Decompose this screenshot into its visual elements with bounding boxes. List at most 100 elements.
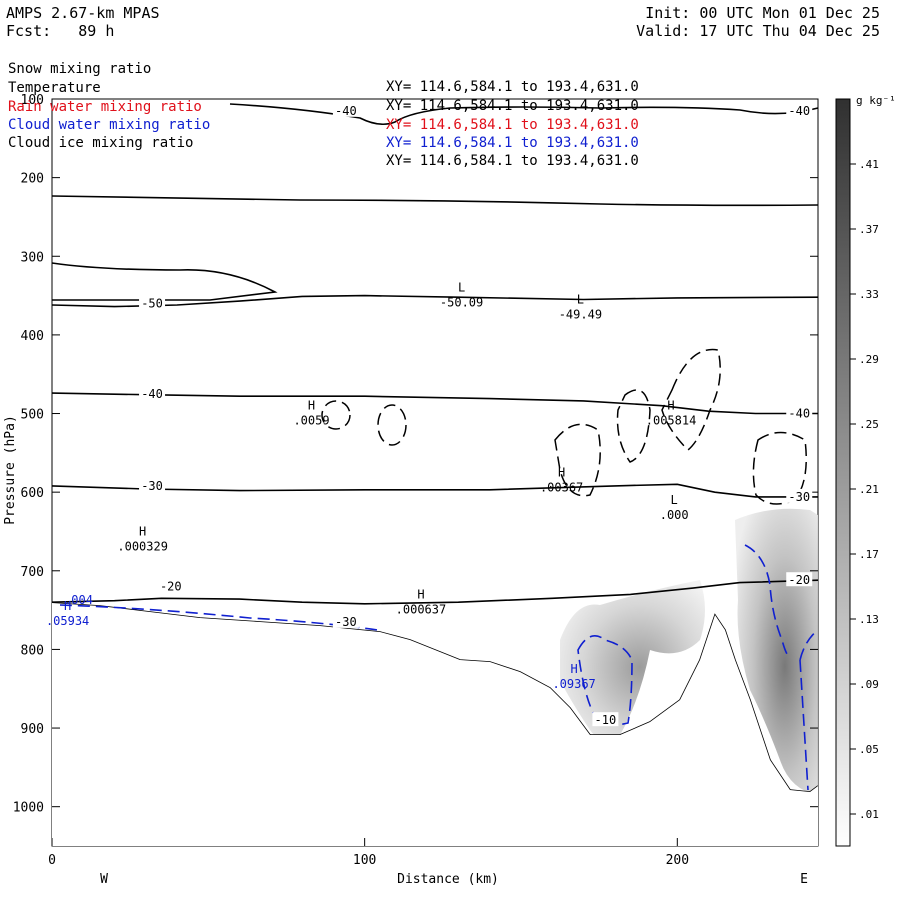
legend-cloud-water-name: Cloud water mixing ratio xyxy=(8,117,211,133)
isotherm-top-40 xyxy=(229,103,819,126)
contour-label-bg xyxy=(592,712,619,727)
isotherm-minus20 xyxy=(51,579,819,605)
contour-label: -40 xyxy=(141,387,163,401)
axis-ticks: 100 200 300 400 500 600 700 800 900 1000 0 100 200 xyxy=(13,93,818,868)
extremum-value: -50.09 xyxy=(440,296,483,310)
isotherm-upper-50 xyxy=(51,262,278,301)
extremum-type: L xyxy=(671,493,678,507)
contour-label-bg xyxy=(157,578,184,593)
colorbar-tick-label: .09 xyxy=(859,678,879,691)
y-tick-label: 100 xyxy=(21,93,44,108)
extremum-type: H xyxy=(667,399,674,413)
contour-label: -30 xyxy=(788,490,810,504)
legend-row-rain: Rain water mixing ratio XY= 114.6,584.1 … xyxy=(8,80,698,134)
extremum-type: H xyxy=(558,465,565,479)
contour-label: -30 xyxy=(335,615,357,629)
extremum-value: .000637 xyxy=(396,602,447,616)
colorbar-tick-label: .33 xyxy=(859,288,879,301)
isotherm-upper-60 xyxy=(51,195,819,207)
colorbar-tick-label: .13 xyxy=(859,613,879,626)
contour-label: -40 xyxy=(788,407,810,421)
contour-label: -20 xyxy=(788,573,810,587)
extremum-value: .0059 xyxy=(293,414,329,428)
contour-label-bg xyxy=(332,102,359,117)
contour-label-bg xyxy=(332,613,359,628)
y-tick-label: 500 xyxy=(21,408,44,423)
legend-row-snow: Snow mixing ratio XY= 114.6,584.1 to 193… xyxy=(8,42,698,96)
legend-cloud-ice-name: Cloud ice mixing ratio xyxy=(8,135,194,151)
y-tick-label: 200 xyxy=(21,172,44,187)
colorbar-tick-label: .01 xyxy=(859,808,879,821)
legend-rain-xy: XY= 114.6,584.1 to 193.4,631.0 xyxy=(386,117,639,133)
extremum-type: L xyxy=(458,281,465,295)
extremum-type: L xyxy=(577,292,584,306)
x-tick-label: 0 xyxy=(48,853,56,868)
colorbar-tick-label: .21 xyxy=(859,483,879,496)
legend-cloud-ice-xy: XY= 114.6,584.1 to 193.4,631.0 xyxy=(386,153,639,169)
forecast-hour: Fcst: 89 h xyxy=(6,22,115,40)
valid-time: Valid: 17 UTC Thu 04 Dec 25 xyxy=(636,22,880,40)
colorbar-tick-label: .17 xyxy=(859,548,879,561)
extremum-value: .09367 xyxy=(552,677,595,691)
colorbar-strip xyxy=(835,98,851,847)
legend-temperature-xy: XY= 114.6,584.1 to 193.4,631.0 xyxy=(386,98,639,114)
legend-row-temperature: Temperature XY= 114.6,584.1 to 193.4,631… xyxy=(8,61,698,115)
west-label: W xyxy=(100,872,108,887)
colorbar-tick-label: .25 xyxy=(859,418,879,431)
legend-rain-name: Rain water mixing ratio xyxy=(8,99,202,115)
extremum-value: .000329 xyxy=(117,539,168,553)
contour-label-bg xyxy=(786,102,813,117)
contour-label-bg xyxy=(139,477,166,492)
colorbar-tick-label: .05 xyxy=(859,743,879,756)
y-tick-label: 600 xyxy=(21,486,44,501)
contour-label-bg xyxy=(786,405,813,420)
extremum-type: H xyxy=(139,524,146,538)
colorbar-tick-label: .37 xyxy=(859,223,879,236)
contour-label: -30 xyxy=(141,479,163,493)
colorbar-units: g kg⁻¹ xyxy=(856,94,896,107)
contour-label: -40 xyxy=(335,104,357,118)
y-tick-label: 400 xyxy=(21,329,44,344)
y-tick-label: 300 xyxy=(21,250,44,265)
legend-row-cloud-water: Cloud water mixing ratio XY= 114.6,584.1… xyxy=(8,98,698,152)
y-tick-label: 900 xyxy=(21,722,44,737)
contour-label: -10 xyxy=(595,713,617,727)
legend-snow-name: Snow mixing ratio xyxy=(8,61,152,77)
y-tick-label: 800 xyxy=(21,643,44,658)
extremum-type: H xyxy=(308,399,315,413)
cloud-water-value: .004 xyxy=(64,593,93,607)
extremum-type: H xyxy=(417,587,424,601)
contour-label-bg xyxy=(786,572,813,587)
x-axis-label: Distance (km) xyxy=(397,872,499,887)
y-tick-label: 1000 xyxy=(13,801,44,816)
x-tick-label: 200 xyxy=(666,853,689,868)
contour-label-bg xyxy=(139,385,166,400)
model-title: AMPS 2.67-km MPAS xyxy=(6,4,160,22)
y-tick-label: 700 xyxy=(21,565,44,580)
east-label: E xyxy=(800,872,808,887)
init-time: Init: 00 UTC Mon 01 Dec 25 xyxy=(645,4,880,22)
extremum-type: H xyxy=(64,599,71,613)
colorbar: .01 .05 .09 .13 .17 .21 .25 .29 .33 .37 .41 g kg⁻¹ xyxy=(835,94,896,847)
extremum-value: .05934 xyxy=(46,614,89,628)
extremum-type: H xyxy=(571,662,578,676)
x-tick-label: 100 xyxy=(353,853,376,868)
contour-label: -20 xyxy=(160,580,182,594)
extremum-value: .000 xyxy=(660,508,689,522)
contour-label-bg xyxy=(139,295,166,310)
extrema-labels: L-50.09 L-49.49H.0059H.005814H.00367L.000… xyxy=(46,281,696,691)
colorbar-tick-label: .41 xyxy=(859,158,879,171)
y-axis-label: Pressure (hPa) xyxy=(3,415,18,525)
isotherm-minus40 xyxy=(51,392,818,415)
legend-cloud-water-xy: XY= 114.6,584.1 to 193.4,631.0 xyxy=(386,135,639,151)
isotherm-minus30 xyxy=(51,483,818,498)
extremum-value: .00367 xyxy=(540,480,583,494)
extremum-value: -49.49 xyxy=(559,307,602,321)
colorbar-ticks: .01 .05 .09 .13 .17 .21 .25 .29 .33 .37 .41 xyxy=(850,158,879,821)
contour-value-labels: -40 -40 -50 -40 -40 -30 -30 -20 -20 -30 -10 xyxy=(139,102,813,727)
legend-snow-xy: XY= 114.6,584.1 to 193.4,631.0 xyxy=(386,79,639,95)
contour-label: -40 xyxy=(788,104,810,118)
contour-label: -50 xyxy=(141,296,163,310)
legend-row-cloud-ice: Cloud ice mixing ratio XY= 114.6,584.1 t… xyxy=(8,116,698,170)
